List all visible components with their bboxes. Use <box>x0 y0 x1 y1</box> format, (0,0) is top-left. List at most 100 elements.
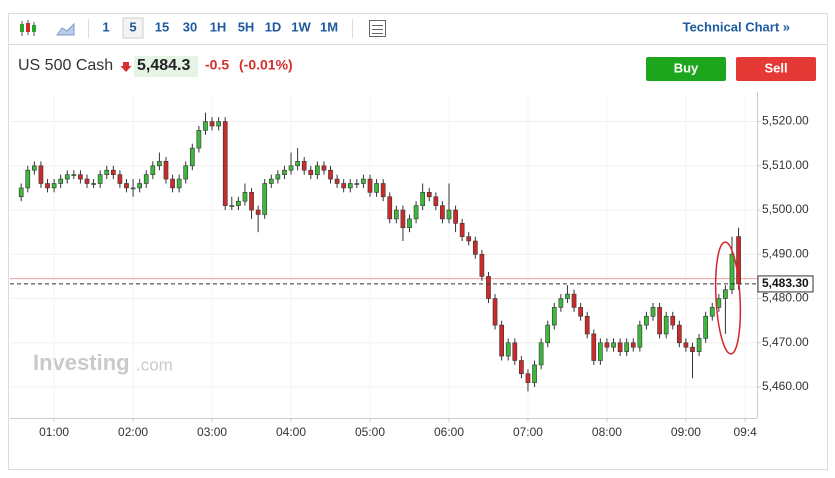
y-tick-label: 5,480.00 <box>762 291 809 305</box>
candle-body <box>143 174 149 184</box>
candle-body <box>124 183 129 189</box>
candle-body <box>571 293 577 308</box>
candle-body <box>354 183 360 185</box>
candle-body <box>440 205 445 220</box>
candle-body <box>288 165 294 171</box>
interval-button[interactable]: 5H <box>238 19 255 34</box>
candle-body <box>25 169 31 189</box>
candle-body <box>446 209 452 220</box>
candle-body <box>328 169 333 180</box>
candle-body <box>479 253 485 277</box>
candle-body <box>532 364 537 383</box>
candle-body <box>670 315 676 326</box>
candle-body <box>157 161 162 167</box>
candle-body <box>216 121 221 127</box>
candle-body <box>591 333 597 361</box>
candle-body <box>117 174 123 184</box>
candle-body <box>64 174 70 180</box>
candle-body <box>663 315 669 335</box>
candle-body <box>644 315 649 326</box>
y-tick-label: 5,510.00 <box>762 158 809 172</box>
candle-body <box>624 342 630 352</box>
candle-body <box>236 200 241 206</box>
technical-chart-link[interactable]: Technical Chart » <box>683 19 790 34</box>
interval-button[interactable]: 1W <box>291 19 311 34</box>
interval-button[interactable]: 5 <box>129 19 136 34</box>
candle-body <box>453 209 458 224</box>
candle-body <box>584 315 590 335</box>
candle-body <box>486 276 491 299</box>
buy-button[interactable] <box>646 57 726 81</box>
candle-body <box>400 209 406 229</box>
settings-icon[interactable] <box>369 20 386 37</box>
x-tick-label: 01:00 <box>39 425 69 439</box>
candle-body <box>275 174 281 180</box>
last-price-box <box>757 275 814 293</box>
candle-body <box>538 342 544 366</box>
y-tick-label: 5,470.00 <box>762 335 809 349</box>
candle-body <box>361 178 366 184</box>
candle-body <box>374 183 379 193</box>
candle-body <box>459 223 465 237</box>
candle-body <box>690 346 695 352</box>
candle-type-icon[interactable] <box>20 20 36 36</box>
candle-body <box>104 169 110 175</box>
candle-body <box>45 183 50 189</box>
candle-body <box>472 240 478 255</box>
x-tick-label: 02:00 <box>118 425 148 439</box>
x-tick-label: 07:00 <box>513 425 543 439</box>
candle-body <box>170 178 175 189</box>
candle-body <box>163 161 169 180</box>
candle-body <box>407 218 412 229</box>
x-tick-label: 03:00 <box>197 425 227 439</box>
candle-body <box>301 161 307 171</box>
candle-body <box>242 192 248 202</box>
candle-body <box>38 165 44 184</box>
interval-button[interactable]: 1H <box>210 19 227 34</box>
candle-body <box>137 183 142 189</box>
candle-body <box>255 209 261 215</box>
candle-body <box>716 298 722 308</box>
interval-button[interactable]: 15 <box>155 19 169 34</box>
candle-body <box>466 236 472 242</box>
candle-body <box>519 360 524 375</box>
x-tick-label: 05:00 <box>355 425 385 439</box>
candle-body <box>729 253 735 290</box>
interval-button[interactable]: 1 <box>102 19 109 34</box>
y-tick-label: 5,460.00 <box>762 379 809 393</box>
candle-body <box>209 121 215 127</box>
down-arrow <box>120 62 132 72</box>
last-price-label: 5,483.30 <box>762 276 809 290</box>
candle-body <box>249 192 254 211</box>
area-type-icon[interactable] <box>56 22 75 36</box>
candle-body <box>341 183 347 189</box>
annotation-circle <box>714 241 742 355</box>
price: 5,484.3 <box>137 57 190 74</box>
candle-body <box>91 183 96 185</box>
candle-body <box>492 298 498 326</box>
candle-body <box>97 174 103 184</box>
candle-body <box>676 324 682 344</box>
candle-body <box>637 324 643 348</box>
candle-body <box>433 196 439 206</box>
candle-body <box>130 187 136 190</box>
interval-button[interactable]: 30 <box>183 19 197 34</box>
candle-body <box>32 165 37 171</box>
x-tick-label: 04:00 <box>276 425 306 439</box>
sell-button[interactable] <box>736 57 816 81</box>
x-tick-label: 09:4 <box>733 425 757 439</box>
candle-body <box>295 161 300 167</box>
interval-button[interactable]: 1M <box>320 19 338 34</box>
candle-body <box>499 324 504 357</box>
frame <box>8 13 828 470</box>
x-tick-label: 06:00 <box>434 425 464 439</box>
watermark-brand: Investing <box>33 350 130 375</box>
interval-button[interactable]: 1D <box>265 19 282 34</box>
candle-body <box>723 289 728 299</box>
y-tick-label: 5,500.00 <box>762 202 809 216</box>
buy-label[interactable]: Buy <box>674 60 699 75</box>
candle-body <box>420 192 426 206</box>
sell-label[interactable]: Sell <box>764 60 787 75</box>
candle-body <box>176 178 182 189</box>
